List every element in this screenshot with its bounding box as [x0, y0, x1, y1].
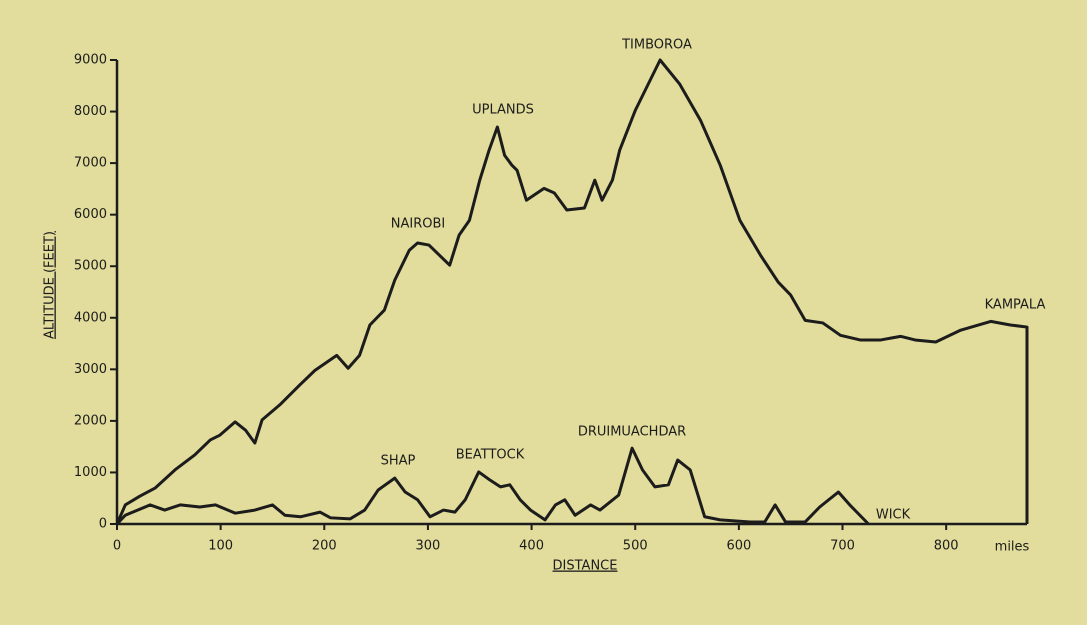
annotation: UPLANDS	[472, 103, 534, 118]
y-tick-label: 0	[99, 517, 107, 532]
x-tick-label: 600	[726, 539, 751, 554]
x-tick-label: 400	[519, 539, 544, 554]
y-tick-label: 3000	[74, 362, 107, 377]
y-tick-label: 4000	[74, 310, 107, 325]
y-tick-label: 1000	[74, 465, 107, 480]
y-tick-label: 7000	[74, 156, 107, 171]
annotation: BEATTOCK	[456, 448, 525, 463]
annotation: SHAP	[381, 454, 416, 469]
x-unit: miles	[995, 540, 1030, 555]
y-tick-label: 5000	[74, 259, 107, 274]
y-tick-label: 2000	[74, 413, 107, 428]
x-tick-label: 200	[312, 539, 337, 554]
annotation: WICK	[876, 508, 911, 523]
annotation: DRUIMUACHDAR	[578, 425, 686, 440]
annotation: TIMBOROA	[621, 38, 692, 53]
x-tick-label: 300	[416, 539, 441, 554]
line	[115, 58, 1029, 525]
x-tick-label: 100	[208, 539, 233, 554]
y-tick-label: 8000	[74, 104, 107, 119]
line	[115, 446, 870, 526]
y-axis-label: ALTITUDE (FEET)	[43, 231, 58, 339]
y-tick-label: 6000	[74, 207, 107, 222]
x-axis-label: DISTANCE	[553, 559, 618, 574]
y-tick-label: 9000	[74, 53, 107, 68]
x-tick-label: 0	[113, 539, 121, 554]
annotation: NAIROBI	[391, 217, 445, 232]
annotation: KAMPALA	[985, 298, 1046, 313]
x-tick-label: 500	[623, 539, 648, 554]
x-tick-label: 700	[830, 539, 855, 554]
x-tick-label: 800	[934, 539, 959, 554]
